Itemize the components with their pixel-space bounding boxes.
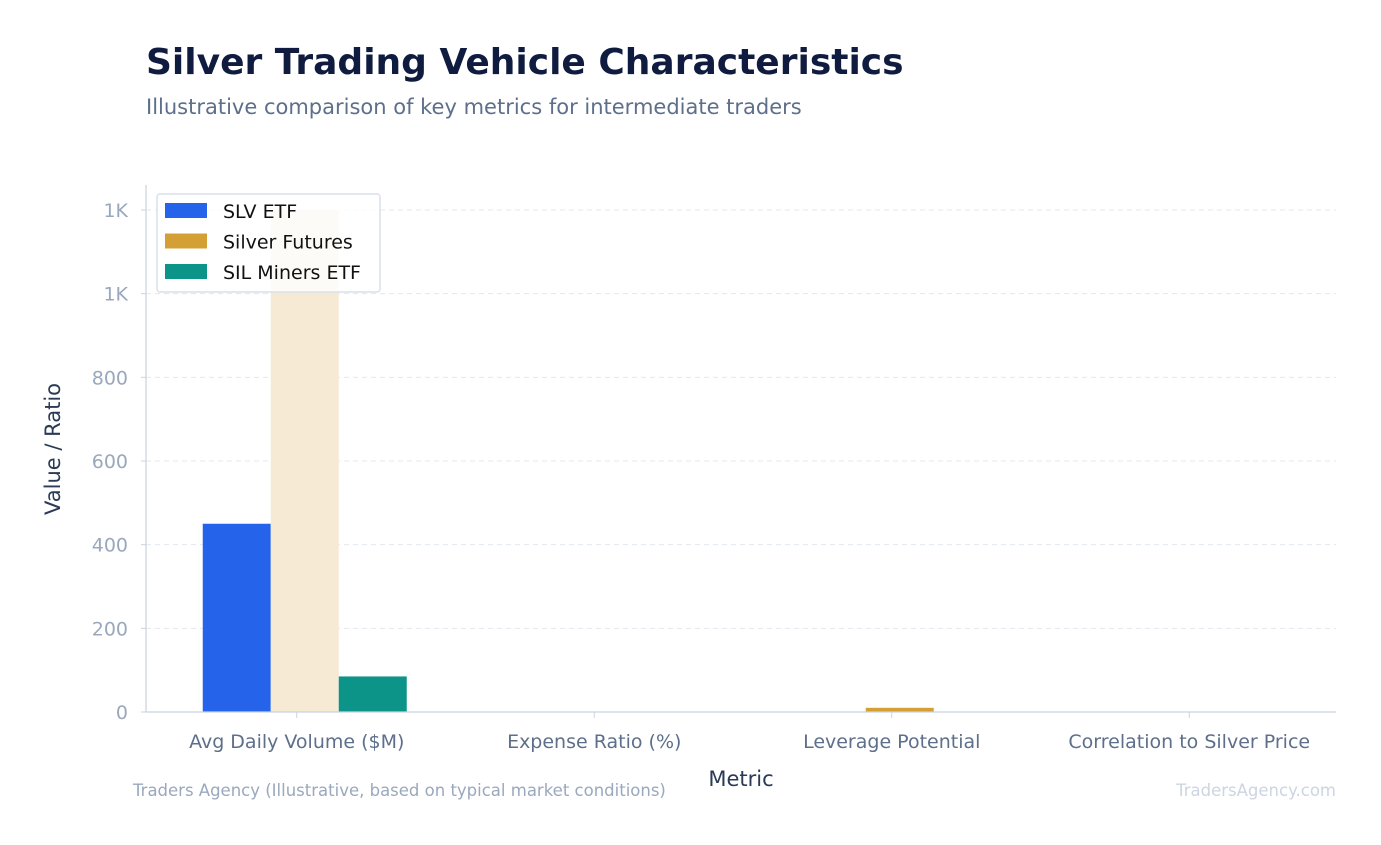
chart-title: Silver Trading Vehicle Characteristics	[146, 42, 904, 83]
x-axis-label: Metric	[708, 767, 773, 791]
bars-group	[202, 210, 1300, 712]
y-tick-label: 1K	[103, 200, 128, 222]
x-tick-label: Avg Daily Volume ($M)	[189, 731, 404, 753]
bar-sil-miners-etf	[338, 676, 407, 712]
y-tick-label: 400	[92, 535, 128, 557]
axes	[145, 185, 1336, 713]
watermark-text: TradersAgency.com	[1175, 781, 1336, 800]
bar-slv-etf	[202, 523, 271, 712]
legend-label: SIL Miners ETF	[223, 262, 361, 284]
source-note: Traders Agency (Illustrative, based on t…	[132, 781, 666, 800]
legend-swatch	[165, 203, 207, 218]
x-tick-labels: Avg Daily Volume ($M) Expense Ratio (%) Le…	[189, 712, 1310, 753]
legend-box	[156, 193, 381, 293]
y-tick-label: 600	[92, 451, 128, 473]
legend-label: SLV ETF	[223, 201, 297, 223]
legend-swatch	[165, 264, 207, 279]
x-tick-label: Expense Ratio (%)	[507, 731, 681, 753]
legend-label: Silver Futures	[223, 232, 353, 254]
bar-silver-futures	[270, 210, 339, 712]
y-tick-label: 0	[116, 702, 128, 724]
legend-swatch	[165, 233, 207, 249]
bar-silver-futures	[865, 707, 934, 712]
chart-subtitle: Illustrative comparison of key metrics f…	[146, 95, 802, 119]
y-tick-label: 1K	[103, 284, 128, 306]
y-tick-label: 800	[92, 367, 128, 389]
legend: SLV ETF Silver Futures SIL Miners ETF	[156, 193, 381, 293]
y-axis-label: Value / Ratio	[41, 383, 65, 515]
y-tick-label: 200	[92, 618, 128, 640]
x-tick-label: Leverage Potential	[803, 731, 980, 753]
x-tick-label: Correlation to Silver Price	[1068, 731, 1310, 753]
y-tick-labels: 0 200 400 600 800 1K 1K	[92, 200, 146, 724]
